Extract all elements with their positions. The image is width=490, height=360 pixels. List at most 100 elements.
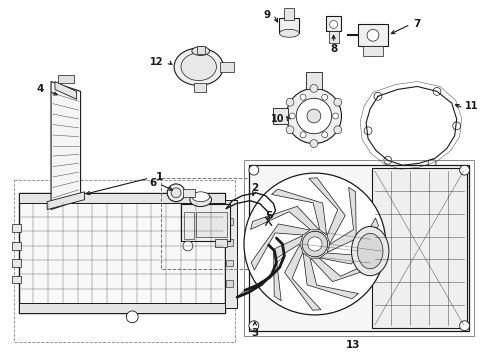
Bar xyxy=(284,8,294,19)
Polygon shape xyxy=(237,238,284,297)
Circle shape xyxy=(183,241,193,251)
Bar xyxy=(194,82,206,93)
Bar xyxy=(216,239,227,247)
Circle shape xyxy=(300,94,306,100)
Text: 10: 10 xyxy=(271,114,284,124)
Polygon shape xyxy=(251,224,310,270)
Ellipse shape xyxy=(351,226,389,276)
Text: 2: 2 xyxy=(251,183,258,193)
Circle shape xyxy=(460,165,469,175)
Circle shape xyxy=(322,132,328,138)
Text: 13: 13 xyxy=(346,341,361,350)
Circle shape xyxy=(433,87,441,95)
Bar xyxy=(184,212,194,239)
Circle shape xyxy=(384,156,392,164)
Text: 4: 4 xyxy=(37,84,44,94)
Ellipse shape xyxy=(190,193,212,207)
Circle shape xyxy=(289,113,295,119)
Text: 5: 5 xyxy=(265,211,272,221)
Bar xyxy=(12,224,21,232)
Bar xyxy=(19,193,225,203)
Bar xyxy=(14,180,235,342)
Bar xyxy=(220,62,234,72)
Ellipse shape xyxy=(192,46,210,55)
Circle shape xyxy=(286,98,294,106)
Polygon shape xyxy=(303,253,358,299)
Text: 3: 3 xyxy=(251,328,258,338)
Circle shape xyxy=(249,165,259,175)
Circle shape xyxy=(296,98,332,134)
Text: 11: 11 xyxy=(465,101,478,111)
Polygon shape xyxy=(250,206,319,230)
Polygon shape xyxy=(309,178,345,244)
Circle shape xyxy=(310,140,318,148)
Text: 9: 9 xyxy=(263,10,270,19)
Bar xyxy=(329,31,339,43)
Circle shape xyxy=(374,93,382,100)
Bar xyxy=(372,168,466,328)
Circle shape xyxy=(460,321,469,330)
Ellipse shape xyxy=(174,48,223,85)
Ellipse shape xyxy=(181,53,217,81)
Bar xyxy=(226,260,233,266)
Polygon shape xyxy=(249,165,469,330)
Circle shape xyxy=(308,237,322,251)
Text: 7: 7 xyxy=(414,19,421,30)
Ellipse shape xyxy=(279,30,299,37)
Circle shape xyxy=(244,173,386,315)
Bar xyxy=(363,46,383,56)
Bar xyxy=(226,218,233,225)
Polygon shape xyxy=(47,192,84,210)
Circle shape xyxy=(322,94,328,100)
Ellipse shape xyxy=(357,233,383,269)
Circle shape xyxy=(167,184,185,202)
Polygon shape xyxy=(311,258,379,282)
Circle shape xyxy=(249,321,259,330)
Bar xyxy=(225,200,237,308)
Polygon shape xyxy=(51,82,80,210)
Circle shape xyxy=(300,132,306,138)
Bar xyxy=(326,15,342,31)
Polygon shape xyxy=(271,189,327,235)
Circle shape xyxy=(126,311,138,323)
Circle shape xyxy=(302,231,328,257)
Circle shape xyxy=(171,188,181,198)
Bar xyxy=(226,280,233,287)
Bar xyxy=(272,108,288,124)
Bar xyxy=(358,24,388,46)
Bar xyxy=(12,242,21,250)
Ellipse shape xyxy=(192,192,210,202)
Bar xyxy=(161,178,262,269)
Bar xyxy=(19,193,225,313)
Text: 6: 6 xyxy=(150,178,157,188)
Bar xyxy=(197,46,205,54)
Polygon shape xyxy=(327,187,356,252)
Bar xyxy=(12,275,21,283)
Bar xyxy=(183,189,195,197)
Bar xyxy=(244,160,474,336)
Polygon shape xyxy=(285,244,321,310)
Circle shape xyxy=(286,126,294,134)
Bar xyxy=(12,259,21,267)
Polygon shape xyxy=(55,82,76,99)
Circle shape xyxy=(307,109,321,123)
Circle shape xyxy=(310,85,318,93)
Text: 1: 1 xyxy=(156,172,163,182)
Circle shape xyxy=(334,126,342,134)
Circle shape xyxy=(428,159,436,167)
Polygon shape xyxy=(273,235,303,301)
Polygon shape xyxy=(320,218,379,264)
Bar xyxy=(58,75,74,82)
Circle shape xyxy=(453,122,461,130)
Bar xyxy=(306,72,322,89)
Circle shape xyxy=(367,30,379,41)
Circle shape xyxy=(333,113,339,119)
Circle shape xyxy=(334,98,342,106)
Circle shape xyxy=(330,21,338,28)
Text: 8: 8 xyxy=(330,44,337,54)
Bar xyxy=(181,204,230,241)
Bar xyxy=(279,18,299,33)
Bar xyxy=(196,212,227,237)
Circle shape xyxy=(286,89,342,144)
Text: 12: 12 xyxy=(149,57,163,67)
